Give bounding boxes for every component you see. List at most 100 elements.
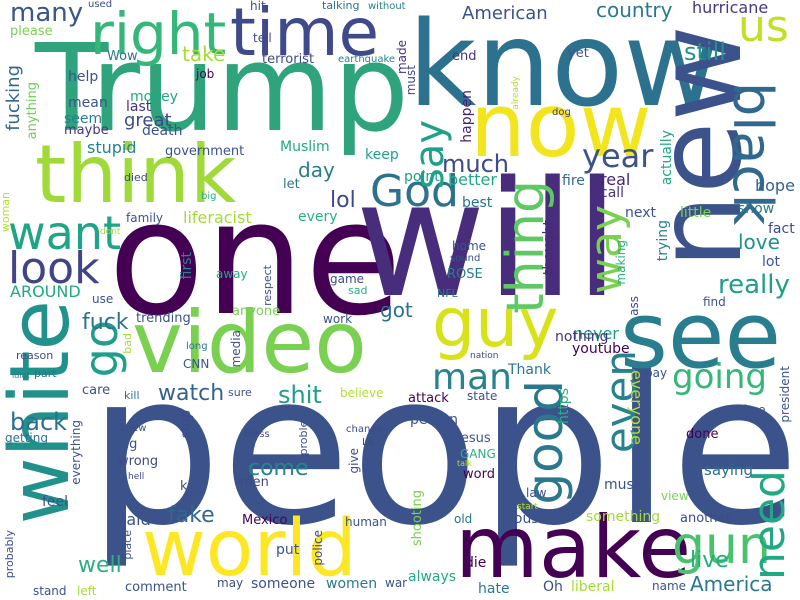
word: Oh	[543, 579, 563, 595]
word: long	[186, 341, 208, 352]
word: family	[126, 211, 164, 225]
word: trending	[136, 311, 191, 326]
word: everything	[69, 420, 83, 485]
word: hope	[755, 176, 795, 195]
word: actually	[659, 130, 675, 186]
word: believe	[340, 386, 384, 400]
word: idiot	[12, 371, 30, 380]
word: back	[10, 408, 68, 436]
word: yet	[568, 46, 589, 61]
word: great	[124, 110, 172, 131]
word: country	[596, 0, 673, 22]
word: without	[368, 1, 406, 12]
word: much	[442, 150, 509, 178]
word: happen	[459, 90, 475, 143]
word: know	[408, 0, 720, 133]
word: end	[452, 49, 477, 64]
word: many	[10, 0, 84, 28]
word: place	[121, 530, 134, 560]
word: fact	[768, 221, 795, 237]
word: police	[311, 530, 325, 566]
word: people	[88, 327, 800, 572]
word: watch	[158, 381, 225, 406]
word: call	[600, 185, 625, 201]
word: home	[452, 239, 487, 253]
word: world	[142, 504, 357, 594]
word: music	[604, 477, 646, 493]
word: fuck	[82, 310, 129, 335]
word: guy	[432, 284, 559, 363]
word: stupid	[87, 138, 137, 157]
word: wrong	[118, 454, 159, 469]
word: ROSE	[447, 267, 483, 282]
word: Trump	[35, 20, 410, 159]
word: old	[454, 512, 473, 526]
word: Mexico	[242, 513, 288, 528]
word: start	[517, 502, 538, 512]
word: mean	[68, 95, 108, 111]
word: another	[680, 511, 731, 526]
word: part	[34, 367, 57, 380]
word: game	[330, 272, 365, 286]
word: never	[573, 324, 619, 343]
word: feel	[42, 494, 69, 510]
word: stop	[179, 410, 194, 439]
word: change	[346, 424, 383, 435]
word: one	[108, 167, 403, 351]
word: house	[505, 511, 548, 527]
word: liberal	[571, 579, 615, 595]
word: tell	[253, 31, 272, 45]
word: government	[165, 144, 245, 159]
word: La	[362, 437, 374, 448]
word: died	[124, 171, 148, 184]
word: comment	[125, 580, 187, 595]
word: reason	[16, 349, 54, 362]
word: Thank	[508, 362, 551, 378]
word: away	[216, 267, 248, 281]
word: death	[142, 123, 183, 139]
word: big	[201, 191, 217, 202]
word: last	[126, 99, 152, 115]
word: work	[323, 312, 353, 326]
word: Muslim	[280, 139, 330, 155]
word: next	[625, 205, 657, 221]
word: woman	[0, 192, 12, 233]
word: media	[229, 330, 243, 368]
word: trying	[655, 220, 671, 262]
word: make	[455, 498, 692, 598]
word: knew	[120, 423, 147, 434]
word: pay	[645, 366, 668, 380]
word: going	[672, 357, 767, 397]
word: fake	[168, 503, 215, 528]
word: American	[462, 3, 548, 24]
word: something	[586, 509, 661, 525]
word: word	[463, 467, 495, 482]
word: job	[196, 67, 215, 81]
word: bad	[121, 333, 134, 354]
word: lol	[330, 188, 356, 213]
word: live	[690, 548, 729, 573]
word: look	[8, 243, 100, 294]
word: shooting	[410, 490, 425, 547]
word: sure	[228, 386, 252, 399]
word: state	[467, 389, 498, 403]
word: said	[118, 510, 151, 529]
word: respect	[261, 265, 274, 306]
word: let	[283, 177, 300, 192]
word: care	[82, 383, 111, 398]
word: nation	[470, 351, 499, 361]
word: terrorist	[262, 52, 315, 67]
word: still	[684, 38, 726, 66]
word: problem	[297, 410, 310, 456]
word: flag	[113, 437, 138, 452]
word: gun	[672, 516, 771, 576]
word: anything	[25, 82, 40, 140]
word: done	[686, 427, 719, 442]
word: video	[132, 293, 367, 393]
word: person	[410, 412, 458, 428]
word: us	[738, 1, 789, 52]
word: lot	[762, 254, 780, 270]
word: put	[276, 542, 300, 558]
word: human	[345, 515, 387, 529]
word: black	[721, 82, 784, 226]
